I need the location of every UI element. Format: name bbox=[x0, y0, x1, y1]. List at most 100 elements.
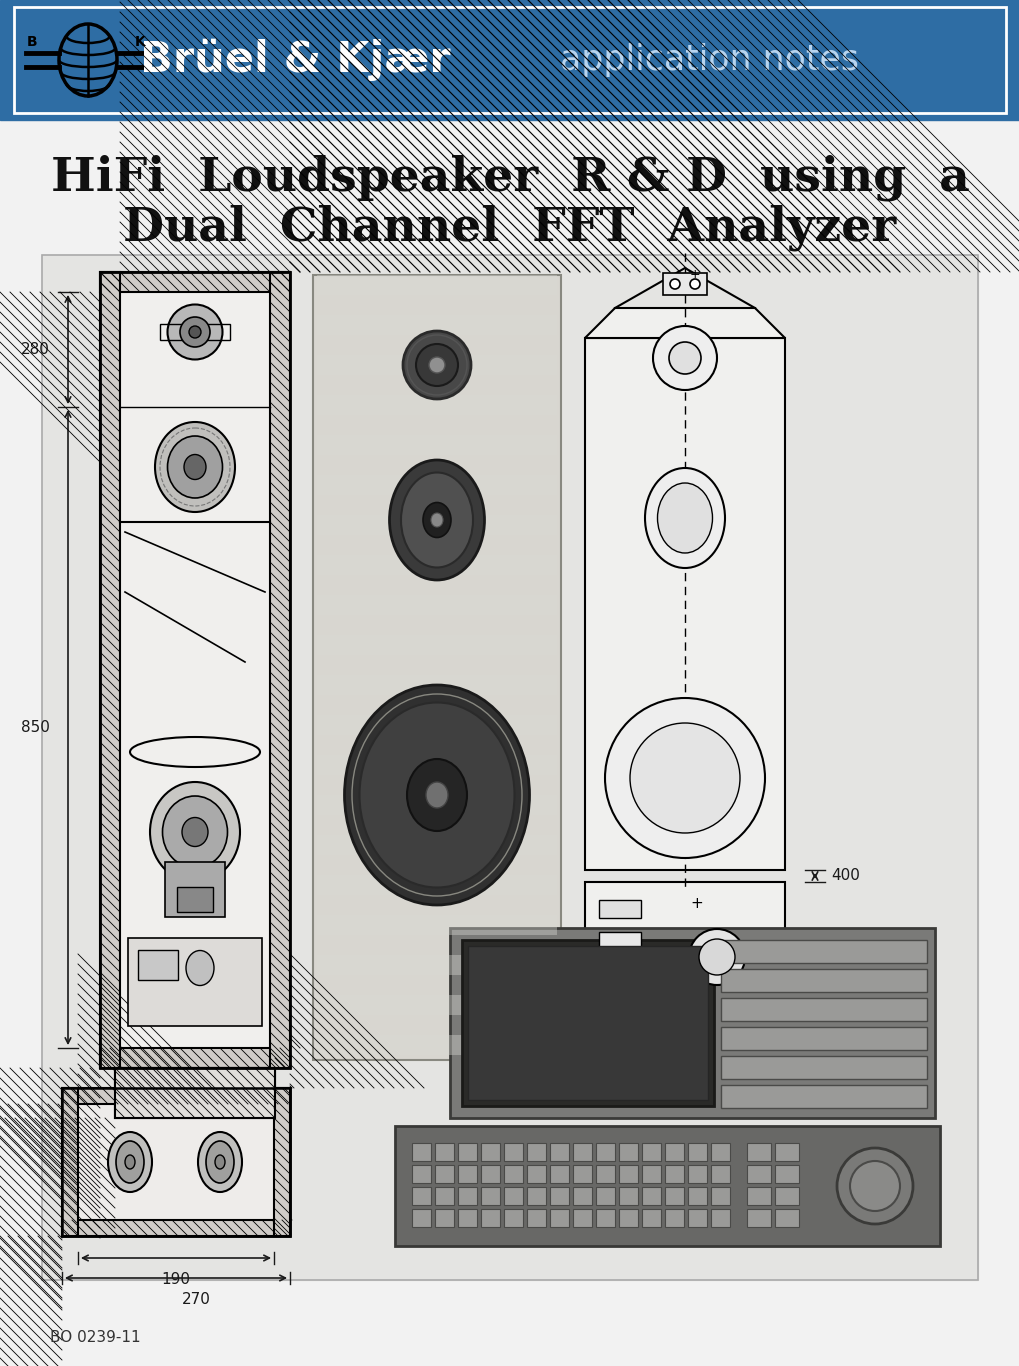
Bar bbox=[619, 1209, 637, 1227]
Bar bbox=[598, 967, 640, 989]
Circle shape bbox=[689, 279, 699, 290]
Bar bbox=[317, 395, 556, 415]
Bar bbox=[177, 887, 213, 912]
Bar bbox=[458, 1165, 477, 1183]
Bar bbox=[746, 1187, 770, 1205]
Bar bbox=[317, 434, 556, 455]
Bar bbox=[434, 1143, 453, 1161]
Bar bbox=[138, 949, 178, 979]
Circle shape bbox=[604, 698, 764, 858]
Bar bbox=[527, 1209, 545, 1227]
Bar bbox=[688, 1209, 706, 1227]
Bar bbox=[100, 272, 289, 292]
Bar bbox=[434, 1187, 453, 1205]
Bar bbox=[317, 795, 556, 816]
Bar bbox=[641, 1165, 660, 1183]
Ellipse shape bbox=[400, 473, 473, 567]
Bar bbox=[434, 1209, 453, 1227]
Bar bbox=[641, 1187, 660, 1205]
Text: Brüel & Kjær: Brüel & Kjær bbox=[140, 38, 449, 81]
Bar bbox=[458, 1143, 477, 1161]
Bar bbox=[710, 1209, 730, 1227]
Bar bbox=[598, 932, 640, 953]
Ellipse shape bbox=[162, 796, 227, 867]
Bar bbox=[774, 1165, 798, 1183]
Text: 400: 400 bbox=[830, 869, 859, 884]
Bar bbox=[549, 1165, 569, 1183]
Bar bbox=[573, 1165, 591, 1183]
Bar bbox=[0, 0, 1019, 120]
Bar bbox=[62, 1087, 289, 1104]
Bar bbox=[746, 1165, 770, 1183]
Text: 280: 280 bbox=[21, 342, 50, 357]
Text: +: + bbox=[690, 896, 703, 911]
Bar bbox=[746, 1143, 770, 1161]
Text: HiFi  Loudspeaker  R & D  using  a: HiFi Loudspeaker R & D using a bbox=[51, 154, 968, 201]
Text: 270: 270 bbox=[181, 1292, 210, 1307]
Bar bbox=[317, 635, 556, 656]
Text: B: B bbox=[26, 36, 38, 49]
Ellipse shape bbox=[198, 1132, 242, 1193]
Bar bbox=[598, 900, 640, 918]
Bar bbox=[317, 714, 556, 735]
Ellipse shape bbox=[431, 514, 442, 527]
Text: +: + bbox=[689, 269, 700, 281]
Bar bbox=[688, 1165, 706, 1183]
Bar bbox=[664, 1143, 684, 1161]
Bar bbox=[129, 973, 190, 994]
Bar bbox=[62, 1087, 289, 1236]
Ellipse shape bbox=[429, 357, 444, 373]
Bar bbox=[573, 1143, 591, 1161]
Bar bbox=[688, 1187, 706, 1205]
Bar bbox=[619, 1187, 637, 1205]
Circle shape bbox=[668, 342, 700, 374]
Bar bbox=[317, 555, 556, 575]
Bar bbox=[549, 1187, 569, 1205]
Circle shape bbox=[837, 1147, 912, 1224]
Bar bbox=[503, 1209, 523, 1227]
Bar bbox=[317, 275, 556, 295]
Ellipse shape bbox=[389, 460, 484, 581]
Bar bbox=[595, 1187, 614, 1205]
Bar bbox=[774, 1209, 798, 1227]
Bar bbox=[317, 835, 556, 855]
Bar bbox=[720, 1085, 926, 1108]
Bar bbox=[317, 316, 556, 335]
Bar bbox=[317, 475, 556, 494]
Bar bbox=[573, 1209, 591, 1227]
Bar bbox=[573, 1187, 591, 1205]
Ellipse shape bbox=[150, 781, 239, 882]
Bar bbox=[313, 275, 560, 1060]
Bar bbox=[710, 1187, 730, 1205]
Bar bbox=[317, 755, 556, 775]
Bar bbox=[127, 938, 262, 1026]
Ellipse shape bbox=[185, 951, 214, 985]
Text: K: K bbox=[135, 36, 146, 49]
Bar bbox=[62, 1087, 289, 1236]
Bar bbox=[503, 1187, 523, 1205]
Bar bbox=[619, 1143, 637, 1161]
Ellipse shape bbox=[657, 484, 712, 553]
Bar bbox=[42, 255, 977, 1280]
Ellipse shape bbox=[403, 331, 471, 399]
Bar bbox=[412, 1209, 431, 1227]
Bar bbox=[585, 337, 785, 870]
Ellipse shape bbox=[125, 1156, 135, 1169]
Ellipse shape bbox=[183, 455, 206, 479]
Bar bbox=[746, 1209, 770, 1227]
Bar bbox=[468, 947, 707, 1100]
Ellipse shape bbox=[181, 817, 208, 847]
Bar bbox=[662, 273, 706, 295]
Bar bbox=[317, 955, 556, 975]
Bar bbox=[434, 1165, 453, 1183]
Bar bbox=[462, 940, 713, 1106]
Bar bbox=[595, 1143, 614, 1161]
Ellipse shape bbox=[344, 684, 529, 906]
Bar bbox=[458, 1209, 477, 1227]
Circle shape bbox=[849, 1161, 899, 1212]
Bar bbox=[720, 968, 926, 992]
Ellipse shape bbox=[426, 781, 447, 809]
Bar bbox=[62, 1087, 77, 1236]
Bar bbox=[274, 1087, 289, 1236]
Bar bbox=[100, 272, 120, 1068]
